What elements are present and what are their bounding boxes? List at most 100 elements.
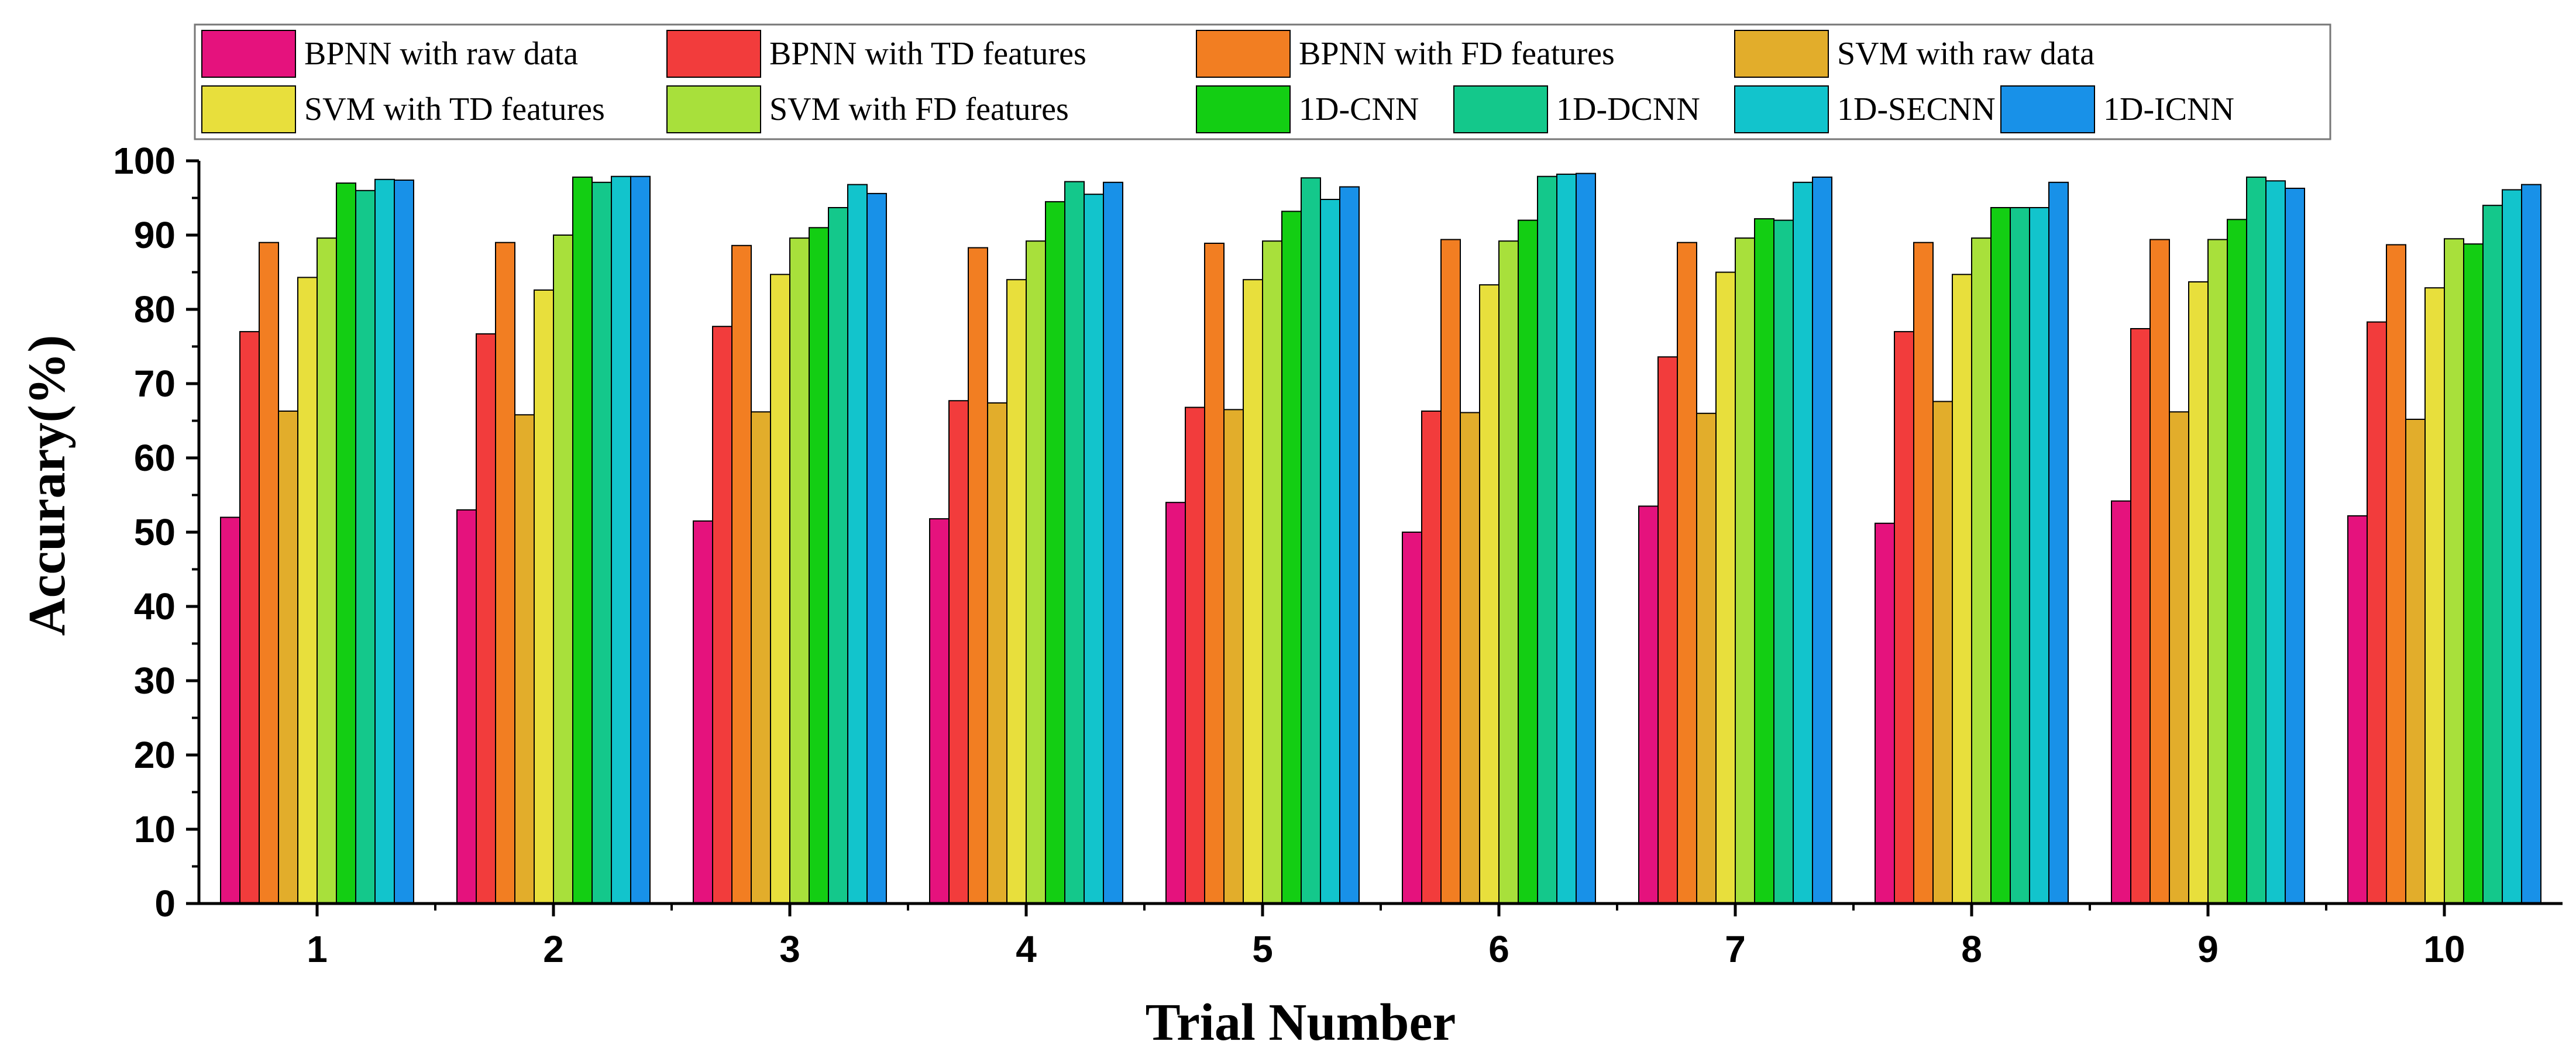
bar <box>1932 401 1953 904</box>
bar <box>828 207 848 904</box>
bar <box>2424 287 2445 905</box>
legend-swatch <box>1734 30 1829 78</box>
bar <box>789 237 810 905</box>
bar <box>514 414 535 904</box>
bar <box>1064 181 1085 905</box>
bar <box>1990 207 2011 904</box>
bar <box>456 509 477 904</box>
bar <box>2111 500 2131 904</box>
bar <box>1793 181 1813 904</box>
bar <box>1460 412 1480 904</box>
bar <box>1165 502 1186 904</box>
bar <box>1696 412 1717 904</box>
bar <box>1262 240 1282 905</box>
bar <box>611 175 631 905</box>
bar <box>1084 194 1104 905</box>
bar <box>809 227 829 904</box>
bar <box>1339 186 1360 904</box>
bar <box>2246 176 2267 904</box>
bar <box>1518 219 1538 905</box>
bar <box>1204 243 1225 904</box>
bar <box>1952 274 1972 904</box>
bar <box>1320 199 1340 904</box>
bar <box>1402 532 1422 904</box>
bar <box>751 411 771 904</box>
bar <box>1638 505 1659 904</box>
x-tick-label: 5 <box>1252 928 1273 970</box>
bar <box>297 277 318 904</box>
bar <box>336 182 356 905</box>
legend-swatch <box>666 85 761 133</box>
bar <box>1223 409 1244 904</box>
legend-label: BPNN with raw data <box>304 36 578 72</box>
legend-swatch <box>666 30 761 78</box>
x-tick-label: 6 <box>1488 928 1509 970</box>
bar <box>1006 279 1027 905</box>
bar <box>1576 173 1596 905</box>
bar <box>987 402 1007 904</box>
bar <box>1440 239 1461 905</box>
bar <box>2265 180 2286 904</box>
bar <box>2347 515 2368 904</box>
bar <box>572 176 593 904</box>
bar <box>259 242 279 905</box>
legend: BPNN with raw data BPNN with TD features B… <box>194 23 2331 140</box>
bar <box>1301 177 1321 905</box>
legend-swatch <box>1196 85 1291 133</box>
x-tick-label: 7 <box>1725 928 1746 970</box>
bar <box>630 175 651 905</box>
legend-swatch <box>1734 85 1829 133</box>
bars <box>220 173 2541 905</box>
bar <box>847 184 868 905</box>
legend-label: BPNN with FD features <box>1299 36 1615 72</box>
bar <box>2521 184 2541 905</box>
bar <box>2010 207 2030 904</box>
bar <box>239 331 260 904</box>
bar <box>1421 411 1442 904</box>
legend-label: SVM with raw data <box>1837 36 2094 72</box>
bar <box>1479 284 1499 905</box>
bar <box>1773 219 1794 905</box>
bar <box>2149 239 2170 905</box>
x-tick-label: 9 <box>2197 928 2219 970</box>
bar <box>1735 237 1755 905</box>
legend-label: 1D-SECNN <box>1837 91 1996 127</box>
bar <box>2463 243 2484 905</box>
bar <box>317 237 337 905</box>
bar <box>2130 328 2151 904</box>
bar <box>1103 181 1123 904</box>
y-tick-label: 10 <box>134 808 176 850</box>
bar <box>2227 219 2247 904</box>
legend-swatch <box>1196 30 1291 78</box>
bar <box>553 235 573 904</box>
x-tick-label: 10 <box>2423 928 2465 970</box>
bar <box>355 189 376 904</box>
y-tick-label: 50 <box>134 511 176 553</box>
bar <box>731 244 752 904</box>
bar <box>1657 356 1678 904</box>
x-tick-label: 1 <box>307 928 328 970</box>
bar <box>948 400 969 904</box>
legend-swatch <box>2000 85 2095 133</box>
bar <box>1026 240 1046 905</box>
bar <box>2444 238 2464 904</box>
bar <box>693 520 713 904</box>
x-tick-label: 8 <box>1961 928 1982 970</box>
axes: 0 10 20 30 40 50 60 70 80 90 100 1 2 3 4 5 6 7 8 9 10 <box>113 140 2563 970</box>
legend-label: 1D-DCNN <box>1556 91 1700 127</box>
bar <box>2285 188 2305 904</box>
legend-label: 1D-CNN <box>1299 91 1419 127</box>
x-tick-label: 4 <box>1016 928 1037 970</box>
legend-label: SVM with TD features <box>304 91 605 127</box>
bar <box>968 247 988 905</box>
bar <box>2048 181 2069 904</box>
bar <box>1894 331 1914 904</box>
bar <box>929 518 950 904</box>
x-axis-title: Trial Number <box>1146 994 1456 1051</box>
bar <box>1281 211 1302 904</box>
y-tick-label: 20 <box>134 734 176 776</box>
bar <box>394 180 414 904</box>
bar <box>1556 173 1577 904</box>
y-tick-label: 90 <box>134 214 176 256</box>
